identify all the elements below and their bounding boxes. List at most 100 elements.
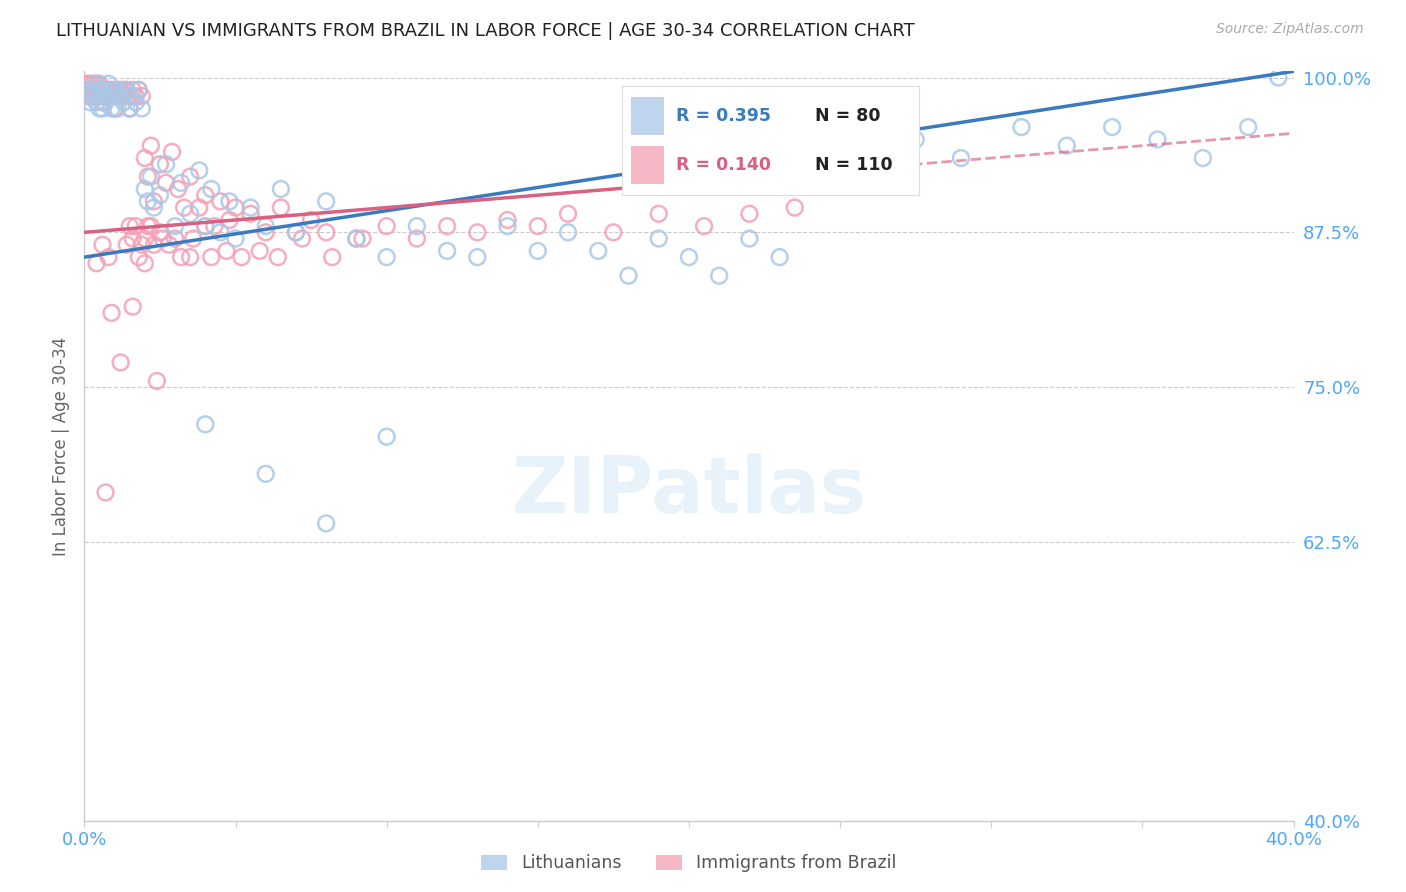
Point: [91, 95, 114, 110]
Point: [142, 201, 165, 215]
Point: [125, 219, 148, 234]
Point: [79, 83, 101, 97]
Point: [79, 83, 101, 97]
Point: [194, 417, 217, 432]
Point: [86, 95, 108, 110]
Point: [100, 83, 122, 97]
Point: [209, 194, 232, 209]
Point: [1237, 120, 1260, 134]
Point: [104, 83, 127, 97]
Point: [1101, 120, 1123, 134]
Point: [179, 169, 201, 184]
Point: [149, 225, 172, 239]
Point: [602, 225, 624, 239]
Point: [128, 83, 150, 97]
Point: [136, 219, 159, 234]
Point: [859, 120, 882, 134]
Point: [225, 231, 247, 245]
Point: [527, 244, 550, 258]
Point: [121, 83, 143, 97]
Point: [1056, 138, 1078, 153]
Point: [118, 102, 141, 116]
Point: [136, 194, 159, 209]
Point: [173, 201, 195, 215]
Point: [165, 219, 187, 234]
Point: [82, 83, 104, 97]
Point: [100, 306, 122, 320]
Point: [112, 89, 135, 103]
Point: [188, 163, 211, 178]
Point: [110, 89, 132, 103]
Point: [104, 83, 127, 97]
Point: [118, 89, 141, 103]
Point: [131, 102, 153, 116]
Point: [91, 83, 114, 97]
Point: [267, 250, 290, 264]
Point: [315, 194, 337, 209]
Point: [179, 250, 201, 264]
Point: [181, 231, 204, 245]
Point: [194, 188, 217, 202]
Point: [830, 145, 852, 159]
Point: [254, 219, 277, 234]
Point: [104, 102, 127, 116]
Point: [118, 102, 141, 116]
Point: [231, 250, 253, 264]
Point: [79, 77, 101, 91]
Point: [107, 83, 129, 97]
Point: [89, 83, 111, 97]
Point: [155, 176, 177, 190]
Point: [91, 102, 114, 116]
Point: [904, 132, 927, 146]
Point: [202, 219, 225, 234]
Point: [100, 89, 122, 103]
Point: [91, 89, 114, 103]
Point: [86, 256, 108, 270]
Text: LITHUANIAN VS IMMIGRANTS FROM BRAZIL IN LABOR FORCE | AGE 30-34 CORRELATION CHAR: LITHUANIAN VS IMMIGRANTS FROM BRAZIL IN …: [56, 22, 915, 40]
Point: [76, 89, 98, 103]
Point: [352, 231, 374, 245]
Text: ZIPatlas: ZIPatlas: [512, 453, 866, 529]
Point: [134, 151, 156, 165]
Point: [91, 83, 114, 97]
Point: [209, 225, 232, 239]
Point: [82, 83, 104, 97]
Point: [128, 250, 150, 264]
Point: [76, 83, 98, 97]
Point: [170, 250, 193, 264]
Legend: Lithuanians, Immigrants from Brazil: Lithuanians, Immigrants from Brazil: [474, 847, 904, 880]
Point: [115, 83, 138, 97]
Point: [107, 83, 129, 97]
Point: [152, 231, 174, 245]
Point: [107, 89, 129, 103]
Point: [115, 83, 138, 97]
Point: [179, 207, 201, 221]
Point: [94, 485, 117, 500]
Point: [406, 231, 429, 245]
Point: [375, 430, 398, 444]
Point: [285, 225, 308, 239]
Point: [194, 219, 217, 234]
Point: [1192, 151, 1215, 165]
Point: [89, 83, 111, 97]
Point: [125, 95, 148, 110]
Point: [94, 83, 117, 97]
Point: [218, 194, 240, 209]
Point: [136, 169, 159, 184]
Point: [709, 268, 731, 283]
Point: [82, 77, 104, 91]
Point: [496, 219, 519, 234]
Point: [125, 89, 148, 103]
Point: [239, 207, 262, 221]
Point: [693, 219, 716, 234]
Point: [139, 169, 162, 184]
Point: [86, 77, 108, 91]
Point: [648, 231, 671, 245]
Point: [149, 188, 172, 202]
Point: [94, 95, 117, 110]
Point: [160, 145, 183, 159]
Point: [142, 237, 165, 252]
Point: [375, 250, 398, 264]
Point: [239, 201, 262, 215]
Point: [200, 182, 222, 196]
